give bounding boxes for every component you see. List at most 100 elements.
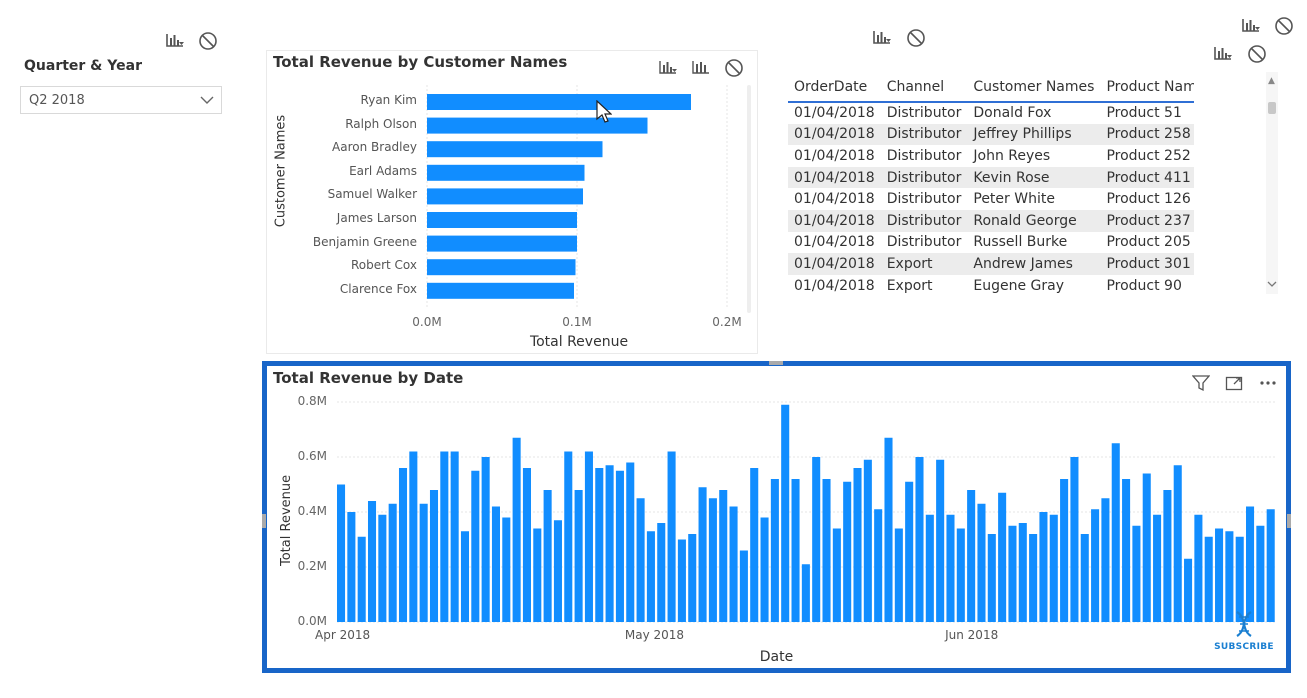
scrollbar-thumb[interactable] bbox=[1268, 102, 1276, 114]
column-bar[interactable] bbox=[1215, 528, 1224, 623]
bar-chart-icon[interactable] bbox=[690, 57, 712, 79]
column-bar[interactable] bbox=[657, 523, 666, 622]
table-row[interactable]: 01/04/2018 Export Andrew James Product 301 bbox=[788, 253, 1194, 275]
column-bar[interactable] bbox=[667, 451, 676, 623]
column-bar[interactable] bbox=[1029, 534, 1038, 622]
column-bar[interactable] bbox=[450, 451, 459, 623]
column-bar[interactable] bbox=[347, 512, 356, 622]
column-bar[interactable] bbox=[357, 536, 366, 622]
column-bar[interactable] bbox=[460, 531, 470, 622]
column-bar[interactable] bbox=[1235, 536, 1244, 622]
column-bar[interactable] bbox=[698, 487, 707, 622]
column-bar[interactable] bbox=[429, 490, 439, 622]
column-bar[interactable] bbox=[1111, 443, 1120, 622]
table-scrollbar[interactable]: ▲ bbox=[1266, 72, 1278, 294]
column-bar[interactable] bbox=[533, 528, 542, 623]
chevron-down-icon[interactable] bbox=[1267, 274, 1277, 293]
column-header-customer-names[interactable]: Customer Names bbox=[967, 72, 1101, 103]
column-bar[interactable] bbox=[1184, 558, 1193, 622]
column-header-product-name[interactable]: Product Name bbox=[1100, 72, 1194, 103]
column-bar[interactable] bbox=[791, 479, 800, 622]
column-bar[interactable] bbox=[915, 457, 924, 622]
bar[interactable] bbox=[427, 259, 576, 276]
more-options-icon[interactable] bbox=[1257, 372, 1279, 394]
column-bar[interactable] bbox=[615, 470, 624, 622]
column-bar[interactable] bbox=[1060, 479, 1069, 622]
column-bar[interactable] bbox=[1142, 473, 1151, 623]
customer-revenue-chart[interactable]: Total Revenue by Customer Names Customer… bbox=[266, 50, 758, 354]
column-bar[interactable] bbox=[853, 468, 862, 622]
column-bar[interactable] bbox=[491, 506, 501, 623]
column-bar[interactable] bbox=[750, 468, 759, 622]
column-bar[interactable] bbox=[843, 481, 852, 622]
no-filter-icon[interactable] bbox=[723, 57, 745, 79]
no-filter-icon[interactable] bbox=[1246, 43, 1268, 65]
column-header-channel[interactable]: Channel bbox=[880, 72, 968, 103]
funnel-icon[interactable] bbox=[1190, 372, 1212, 394]
column-bar[interactable] bbox=[874, 509, 883, 622]
column-bar[interactable] bbox=[471, 470, 480, 622]
table-row[interactable]: 01/04/2018 Distributor Peter White Product … bbox=[788, 188, 1194, 210]
table-row[interactable]: 01/04/2018 Export Eugene Gray Product 90 bbox=[788, 275, 1194, 297]
column-bar[interactable] bbox=[378, 514, 387, 622]
column-bar[interactable] bbox=[512, 437, 521, 622]
column-bar[interactable] bbox=[574, 490, 583, 622]
column-bar[interactable] bbox=[1122, 479, 1131, 622]
column-bar[interactable] bbox=[894, 528, 903, 623]
column-bar[interactable] bbox=[595, 468, 604, 622]
column-bar[interactable] bbox=[987, 534, 996, 622]
column-bar[interactable] bbox=[605, 465, 614, 622]
column-bar[interactable] bbox=[1101, 498, 1110, 622]
column-bar[interactable] bbox=[1173, 465, 1182, 622]
bar[interactable] bbox=[427, 212, 577, 228]
column-bar[interactable] bbox=[1080, 534, 1089, 622]
table-row[interactable]: 01/04/2018 Distributor Donald Fox Product 5… bbox=[788, 102, 1194, 124]
column-bar[interactable] bbox=[998, 492, 1007, 622]
column-bar[interactable] bbox=[832, 528, 841, 623]
column-bar[interactable] bbox=[367, 501, 377, 622]
chart-scrollbar[interactable] bbox=[747, 85, 751, 313]
column-bar[interactable] bbox=[564, 451, 573, 623]
column-bar[interactable] bbox=[863, 459, 872, 622]
column-bar[interactable] bbox=[1204, 536, 1213, 622]
column-bar[interactable] bbox=[884, 437, 893, 622]
column-bar[interactable] bbox=[1153, 514, 1162, 622]
column-bar[interactable] bbox=[770, 479, 779, 622]
column-bar[interactable] bbox=[739, 550, 748, 623]
scroll-up-icon[interactable]: ▲ bbox=[1268, 76, 1275, 86]
column-bar[interactable] bbox=[1194, 514, 1203, 622]
column-bar[interactable] bbox=[677, 539, 686, 623]
column-bar[interactable] bbox=[1256, 525, 1265, 622]
table-row[interactable]: 01/04/2018 Distributor John Reyes Product 2… bbox=[788, 145, 1194, 167]
subscribe-badge[interactable]: SUBSCRIBE bbox=[1214, 610, 1274, 652]
drill-filter-icon[interactable] bbox=[1240, 15, 1262, 37]
column-bar[interactable] bbox=[946, 514, 955, 622]
resize-handle[interactable] bbox=[262, 514, 266, 528]
column-bar[interactable] bbox=[1091, 509, 1100, 622]
column-bar[interactable] bbox=[822, 479, 831, 622]
table-row[interactable]: 01/04/2018 Distributor Ronald George Produc… bbox=[788, 209, 1194, 232]
no-filter-icon[interactable] bbox=[905, 27, 927, 49]
column-bar[interactable] bbox=[956, 528, 965, 623]
column-bar[interactable] bbox=[1049, 514, 1058, 622]
table-row[interactable]: 01/04/2018 Distributor Kevin Rose Product 4… bbox=[788, 166, 1194, 189]
column-bar[interactable] bbox=[398, 468, 408, 622]
column-bar[interactable] bbox=[1070, 457, 1079, 622]
column-bar[interactable] bbox=[388, 503, 397, 622]
quarter-year-dropdown[interactable]: Q2 2018 bbox=[20, 86, 222, 114]
column-bar[interactable] bbox=[781, 404, 790, 622]
bar[interactable] bbox=[427, 282, 574, 299]
column-bar[interactable] bbox=[1246, 506, 1255, 623]
column-bar[interactable] bbox=[1132, 525, 1141, 622]
column-bar[interactable] bbox=[1163, 490, 1172, 622]
column-bar[interactable] bbox=[1018, 523, 1027, 622]
column-bar[interactable] bbox=[719, 490, 728, 622]
bar[interactable] bbox=[427, 235, 577, 252]
bar[interactable] bbox=[427, 94, 691, 110]
column-bar[interactable] bbox=[936, 459, 945, 622]
focus-mode-icon[interactable] bbox=[1223, 372, 1245, 394]
resize-handle[interactable] bbox=[769, 361, 783, 365]
column-bar[interactable] bbox=[481, 457, 490, 622]
bar[interactable] bbox=[427, 188, 583, 205]
bar[interactable] bbox=[427, 117, 648, 134]
